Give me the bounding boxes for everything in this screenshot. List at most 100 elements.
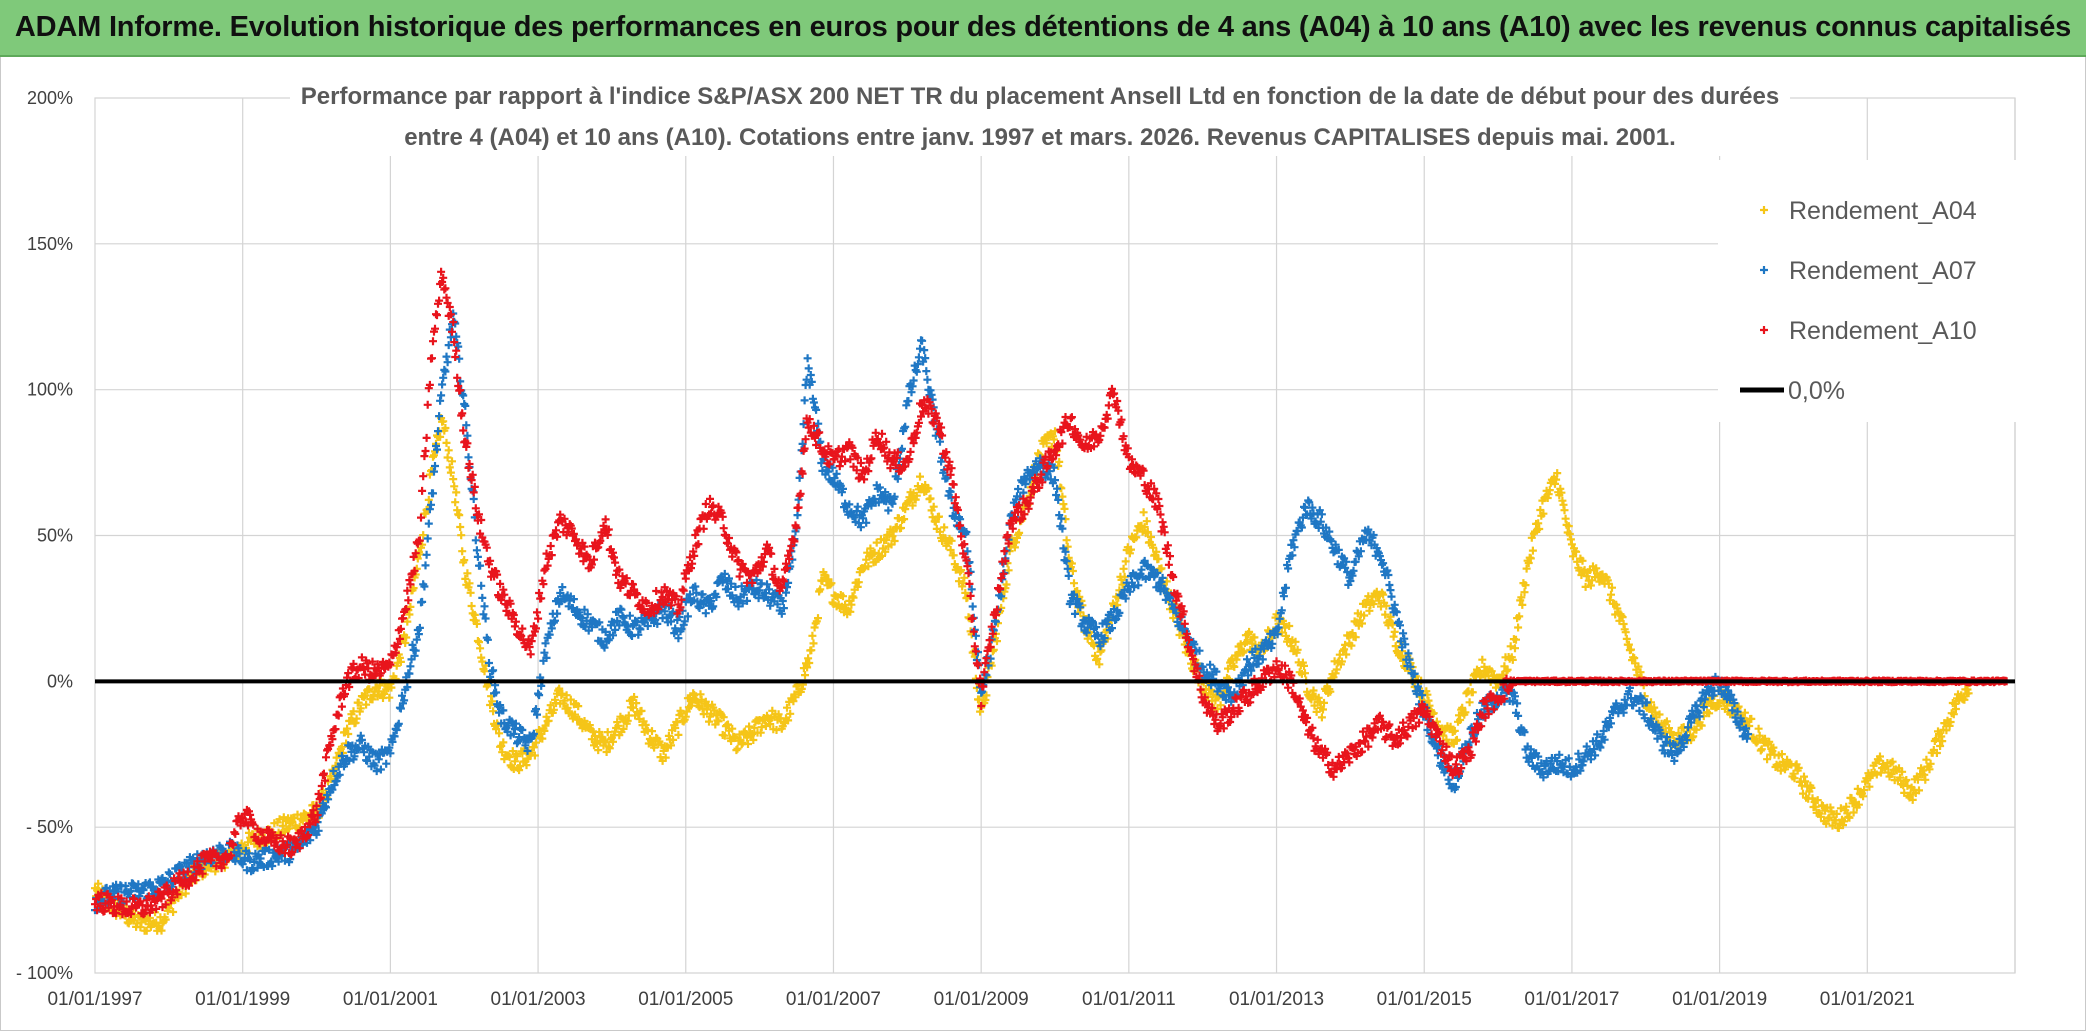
point-A04: [365, 685, 374, 694]
point-A04: [1095, 660, 1104, 669]
point-A04: [1224, 664, 1232, 673]
point-A07: [246, 855, 255, 864]
point-A04: [396, 657, 405, 666]
point-A04: [1468, 688, 1477, 697]
point-A04: [650, 743, 659, 752]
point-A04: [674, 730, 683, 739]
point-A04: [1478, 655, 1487, 664]
point-A04: [839, 592, 847, 601]
point-A04: [809, 639, 818, 648]
point-A04: [1872, 770, 1881, 779]
point-A04: [1608, 583, 1616, 592]
point-A04: [976, 707, 985, 716]
point-A04: [1888, 757, 1897, 766]
point-A04: [344, 730, 353, 738]
point-A07: [376, 765, 385, 774]
point-A04: [298, 816, 307, 825]
point-A04: [601, 738, 610, 747]
point-A04: [866, 544, 875, 553]
point-A04: [878, 551, 886, 560]
point-A04: [738, 738, 747, 747]
point-A04: [1932, 749, 1941, 757]
point-A10: [906, 447, 915, 456]
point-A04: [1390, 627, 1399, 636]
point-A04: [1863, 776, 1872, 785]
point-A04: [1898, 767, 1907, 776]
y-tick-label: 50%: [37, 526, 73, 546]
point-A04: [1754, 724, 1763, 733]
point-A04: [947, 536, 956, 545]
point-A04: [697, 695, 706, 704]
point-A04: [275, 815, 284, 824]
point-A07: [421, 561, 430, 570]
point-A04: [530, 751, 539, 760]
point-A04: [1070, 579, 1078, 588]
point-A04: [772, 726, 781, 734]
point-A04: [495, 729, 504, 738]
point-A04: [452, 488, 461, 497]
y-tick-label: - 50%: [26, 817, 73, 837]
point-A04: [677, 709, 686, 718]
point-A04: [816, 585, 825, 594]
point-A07: [165, 869, 174, 878]
point-A04: [749, 736, 758, 744]
point-A04: [1816, 812, 1825, 821]
point-A04: [1337, 657, 1346, 666]
point-A07: [329, 767, 338, 775]
point-A04: [1777, 750, 1786, 759]
point-A04: [1360, 611, 1369, 620]
point-A04: [961, 588, 970, 597]
point-A10: [337, 702, 346, 711]
point-A04: [659, 746, 668, 755]
point-A10: [1334, 752, 1343, 761]
point-A04: [960, 573, 969, 582]
point-A04: [1309, 686, 1318, 695]
point-A04: [1545, 486, 1554, 495]
point-A04: [571, 710, 579, 719]
point-A04: [1317, 713, 1326, 722]
point-A04: [595, 728, 604, 736]
point-A04: [1314, 693, 1323, 702]
point-A04: [1042, 439, 1051, 448]
point-A07: [324, 795, 333, 804]
point-A04: [1142, 517, 1151, 526]
point-A04: [847, 600, 856, 609]
banner: ADAM Informe. Evolution historique des p…: [0, 0, 2086, 57]
point-A04: [1776, 766, 1785, 775]
point-A04: [1506, 642, 1515, 651]
point-A04: [1769, 743, 1778, 752]
point-A04: [467, 602, 476, 610]
point-A04: [1382, 601, 1391, 610]
point-A04: [1908, 795, 1917, 804]
point-A04: [1063, 542, 1072, 551]
point-A04: [1813, 796, 1822, 805]
point-A04: [1388, 620, 1397, 629]
point-A04: [1747, 714, 1756, 723]
point-A04: [955, 577, 963, 586]
point-A07: [265, 845, 274, 854]
point-A04: [1705, 709, 1714, 718]
point-A07: [328, 785, 337, 794]
point-A04: [804, 654, 813, 663]
point-A04: [929, 502, 938, 511]
point-A04: [405, 610, 414, 619]
point-A04: [1118, 580, 1127, 589]
x-tick-label: 01/01/2001: [343, 989, 438, 1010]
x-tick-label: 01/01/2019: [1672, 989, 1767, 1010]
point-A04: [1216, 701, 1225, 710]
point-A07: [884, 506, 893, 515]
point-A04: [1753, 737, 1762, 746]
point-A04: [1446, 722, 1455, 731]
point-A04: [603, 728, 612, 737]
point-A04: [544, 716, 553, 725]
point-A04: [436, 432, 445, 441]
point-A07: [176, 862, 185, 871]
point-A04: [849, 593, 858, 602]
grid: [94, 97, 2016, 974]
point-A04: [632, 699, 641, 708]
point-A10: [1358, 747, 1366, 756]
point-A04: [1067, 559, 1076, 568]
point-A04: [703, 702, 712, 711]
point-A04: [1876, 752, 1884, 761]
point-A04: [563, 703, 572, 712]
